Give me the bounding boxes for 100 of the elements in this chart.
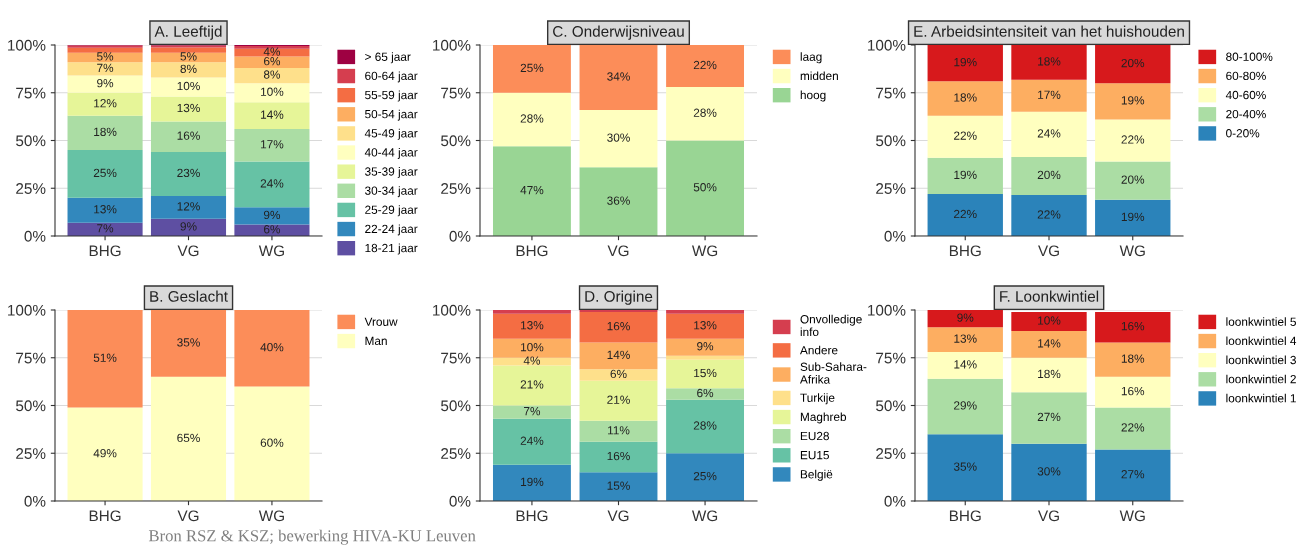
chart-title: E. Arbeidsintensiteit van het huishouden [914,25,1184,37]
bar [150,121,227,152]
legend-label: EU28 [800,431,829,441]
bar [492,146,571,236]
bar [150,376,227,501]
bar [1095,45,1171,84]
bar [579,342,658,370]
data-label: 16% [607,451,630,461]
bar [492,45,571,93]
y-tick-label: 50% [441,135,471,147]
data-label: 13% [954,334,977,343]
data-label: 51% [93,353,117,362]
data-label: 25% [93,168,117,178]
data-label: 6% [264,57,281,66]
bar [666,359,745,389]
bar [927,378,1003,435]
data-label: 10% [1038,316,1061,325]
data-label: 10% [177,81,200,91]
x-tick-label: VG [177,245,199,257]
data-label: 60% [260,438,284,447]
bar [150,77,227,97]
bar [579,380,658,421]
text: Bron RSZ & KSZ; bewerking HIVA-KU Leuven [148,529,476,545]
y-tick-label: 75% [16,352,46,364]
bar [666,355,745,360]
bar [234,161,310,208]
legend-label: 55-59 jaar [365,90,418,102]
x-tick-label: VG [1038,510,1059,522]
y-tick-label: 100% [868,304,906,316]
legend-label: 45-49 jaar [364,128,418,140]
bar [1095,83,1171,120]
y-tick-label: 25% [441,183,471,194]
y-tick-label: 50% [876,400,906,412]
legend-label: 22-24 jaar [365,224,418,236]
bar [234,386,310,501]
data-label: 18% [954,93,977,102]
y-tick-label: 0% [449,495,471,507]
bar [666,338,745,356]
y-tick-label: 50% [876,135,906,147]
bar [927,310,1003,328]
bar [666,87,745,141]
bar [927,81,1003,116]
legend-label: > 65 jaar [365,52,411,64]
y-tick-label: 50% [441,400,471,412]
y-tick-label: 25% [16,448,46,459]
data-label: 18% [1038,57,1061,66]
data-label: 13% [521,321,544,330]
data-label: 18% [1121,354,1145,363]
data-label: 14% [1038,339,1061,348]
data-label: 28% [520,114,544,123]
chart-title: A. Leeftijd [154,25,222,40]
data-label: 7% [97,63,114,72]
x-tick-label: VG [1038,245,1059,257]
data-label: 22% [1121,135,1145,144]
bar [579,167,658,236]
legend-label: loonkwintiel 1 [1226,393,1296,403]
y-tick-label: 100% [8,39,46,51]
data-label: 7% [524,407,541,416]
bar [492,365,571,406]
legend-label: Maghreb [800,412,847,424]
bar [666,45,745,88]
bar [234,56,310,68]
data-label: 24% [520,436,544,445]
y-tick-label: 0% [24,230,46,242]
data-label: 29% [954,401,977,410]
data-label: 16% [1121,386,1145,396]
bar [1095,407,1171,450]
y-tick-label: 0% [449,230,471,242]
legend-label: 0-20% [1226,129,1260,138]
data-label: 20% [1121,58,1145,68]
bar [666,313,745,339]
data-label: 24% [1037,129,1061,138]
text: loonkwintiel 5 [1226,317,1296,326]
legend-label: Onvolledige info [800,314,862,337]
legend-label: 25-29 jaar [365,205,418,217]
data-label: 18% [94,127,117,137]
x-tick-label: WG [691,510,718,522]
data-label: 14% [607,350,630,359]
bar [1011,194,1087,236]
bar [67,75,143,93]
bar [150,96,227,122]
bar [1095,342,1171,377]
bar [150,47,227,53]
bar [67,310,143,408]
y-tick-label: 0% [884,230,906,242]
bar [150,195,227,219]
y-tick-label: 25% [876,448,906,459]
data-label: 9% [957,313,974,322]
y-tick-label: 0% [884,495,906,507]
chart-title: F. Loonkwintiel [1000,290,1099,302]
data-label: 21% [520,380,544,389]
data-label: 28% [693,108,717,117]
bar [1011,443,1087,501]
y-tick-label: 25% [876,183,906,194]
data-label: 19% [1121,96,1145,105]
bar [579,441,658,473]
legend-label: Sub-Sahara- Afrika [799,362,867,384]
bar [927,193,1003,236]
y-tick-label: 100% [868,39,906,51]
data-label: 6% [264,225,281,234]
